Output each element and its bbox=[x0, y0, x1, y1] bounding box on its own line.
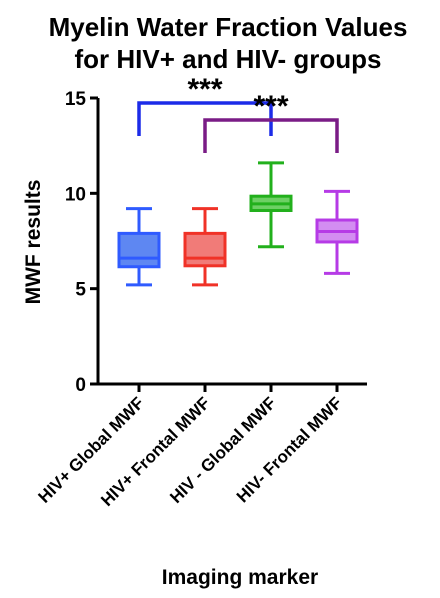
chart-title-line-1: Myelin Water Fraction Values bbox=[49, 12, 408, 42]
y-tick-label: 10 bbox=[65, 184, 86, 205]
y-tick-label: 15 bbox=[65, 89, 87, 110]
significance-label: *** bbox=[253, 90, 288, 123]
significance-bracket bbox=[203, 118, 339, 153]
y-axis-title: MWF results bbox=[22, 180, 45, 305]
y-tick-label: 5 bbox=[75, 280, 86, 301]
x-tick-label: HIV+ Frontal MWF bbox=[97, 393, 214, 510]
x-axis-title: Imaging marker bbox=[162, 566, 318, 589]
box-iqr bbox=[117, 231, 161, 269]
box-iqr bbox=[183, 231, 227, 268]
significance-label: *** bbox=[187, 73, 222, 106]
chart-title-line-2: for HIV+ and HIV- groups bbox=[75, 44, 382, 74]
y-tick-label: 0 bbox=[75, 375, 86, 396]
